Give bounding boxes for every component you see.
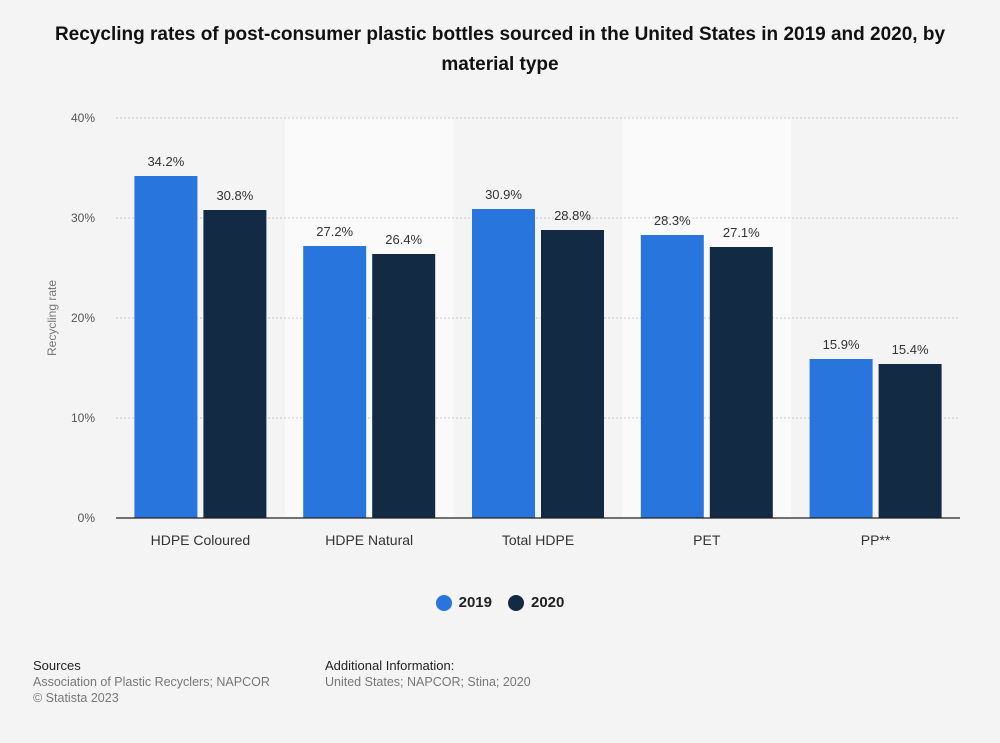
data-label-2020: 28.8% <box>554 208 591 223</box>
bar-2019 <box>809 359 873 518</box>
y-tick-label: 40% <box>71 111 95 125</box>
x-tick-label: HDPE Coloured <box>151 532 251 548</box>
chart-title: Recycling rates of post-consumer plastic… <box>54 24 946 75</box>
sources-line-1: Association of Plastic Recyclers; NAPCOR <box>33 675 270 689</box>
bar-2020 <box>203 210 267 518</box>
y-tick-label: 10% <box>71 411 95 425</box>
x-tick-label: PET <box>693 532 721 548</box>
legend-label-2019: 2019 <box>458 594 492 611</box>
bar-2020 <box>878 364 942 518</box>
legend-dot-2019 <box>435 594 452 611</box>
data-label-2020: 15.4% <box>892 342 929 357</box>
additional-info-heading[interactable]: Additional Information: <box>325 658 455 673</box>
data-label-2020: 27.1% <box>723 225 760 240</box>
bar-2019 <box>134 176 198 518</box>
bar-2020 <box>372 254 436 518</box>
y-tick-label: 0% <box>78 511 96 525</box>
legend: 2019 2020 <box>0 594 1000 611</box>
x-tick-label: Total HDPE <box>502 532 574 548</box>
legend-label-2020: 2020 <box>531 594 565 611</box>
data-label-2019: 15.9% <box>823 337 860 352</box>
legend-item-2020[interactable]: 2020 <box>508 594 564 611</box>
data-label-2019: 28.3% <box>654 213 691 228</box>
bar-2019 <box>303 246 367 518</box>
bar-2020 <box>541 230 604 518</box>
data-label-2019: 30.9% <box>485 187 522 202</box>
data-label-2020: 26.4% <box>385 232 422 247</box>
bar-2019 <box>640 235 704 518</box>
sources-line-2: © Statista 2023 <box>33 691 119 705</box>
y-tick-label: 30% <box>71 211 95 225</box>
x-tick-label: HDPE Natural <box>325 532 413 548</box>
bar-2020 <box>709 247 773 518</box>
additional-info-text: United States; NAPCOR; Stina; 2020 <box>325 675 531 689</box>
legend-item-2019[interactable]: 2019 <box>435 594 492 611</box>
y-tick-label: 20% <box>71 311 95 325</box>
bar-2019 <box>472 209 535 518</box>
data-label-2020: 30.8% <box>216 188 253 203</box>
sources-heading[interactable]: Sources <box>33 658 81 673</box>
additional-info-block: Additional Information: United States; N… <box>325 658 531 690</box>
y-axis-label: Recycling rate <box>45 280 59 356</box>
data-label-2019: 34.2% <box>147 154 184 169</box>
data-label-2019: 27.2% <box>316 224 353 239</box>
x-tick-label: PP** <box>861 532 891 548</box>
legend-dot-2020 <box>508 594 524 611</box>
sources-block: Sources Association of Plastic Recyclers… <box>33 658 270 706</box>
